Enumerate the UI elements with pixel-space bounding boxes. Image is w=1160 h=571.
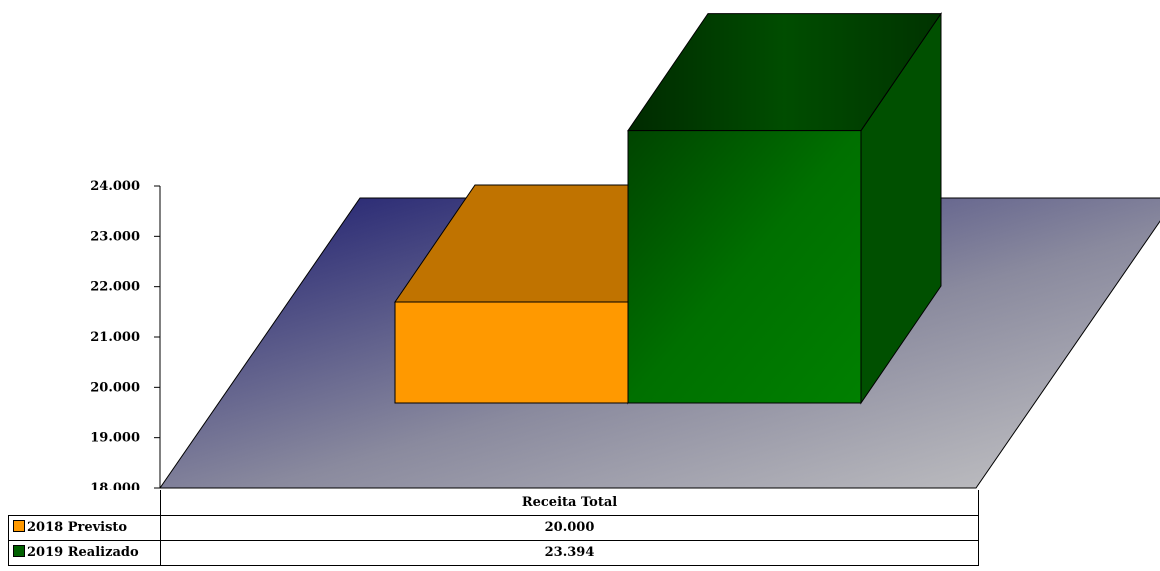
legend-swatch-icon [13,520,25,532]
data-table: Receita Total 2018 Previsto 20.000 2019 … [8,490,979,566]
bar [627,11,942,405]
legend-entry: 2018 Previsto [8,514,161,541]
y-tick-label: 18.000 [90,481,140,490]
y-tick-label: 23.000 [90,229,140,244]
data-table-header-row: Receita Total [9,490,979,516]
bar-chart: 18.000 19.000 20.000 21.000 22.000 23.000 24.0… [90,11,1160,490]
y-tick-label: 24.000 [90,179,140,194]
data-value: 20.000 [160,514,979,541]
data-value: 23.394 [160,539,979,566]
y-tick-label: 20.000 [90,380,140,395]
data-table-row: 2018 Previsto 20.000 [8,514,979,541]
legend-entry: 2019 Realizado [8,539,161,566]
category-label: Receita Total [160,490,979,516]
legend-swatch-icon [13,545,25,557]
y-tick-label: 21.000 [90,330,140,345]
y-tick-label: 22.000 [90,280,140,295]
series-name: 2018 Previsto [27,520,128,535]
y-tick-label: 19.000 [90,431,140,446]
bar-front [627,130,862,404]
data-table-row: 2019 Realizado 23.394 [8,539,979,566]
series-name: 2019 Realizado [27,545,139,560]
bar-front [394,301,629,404]
